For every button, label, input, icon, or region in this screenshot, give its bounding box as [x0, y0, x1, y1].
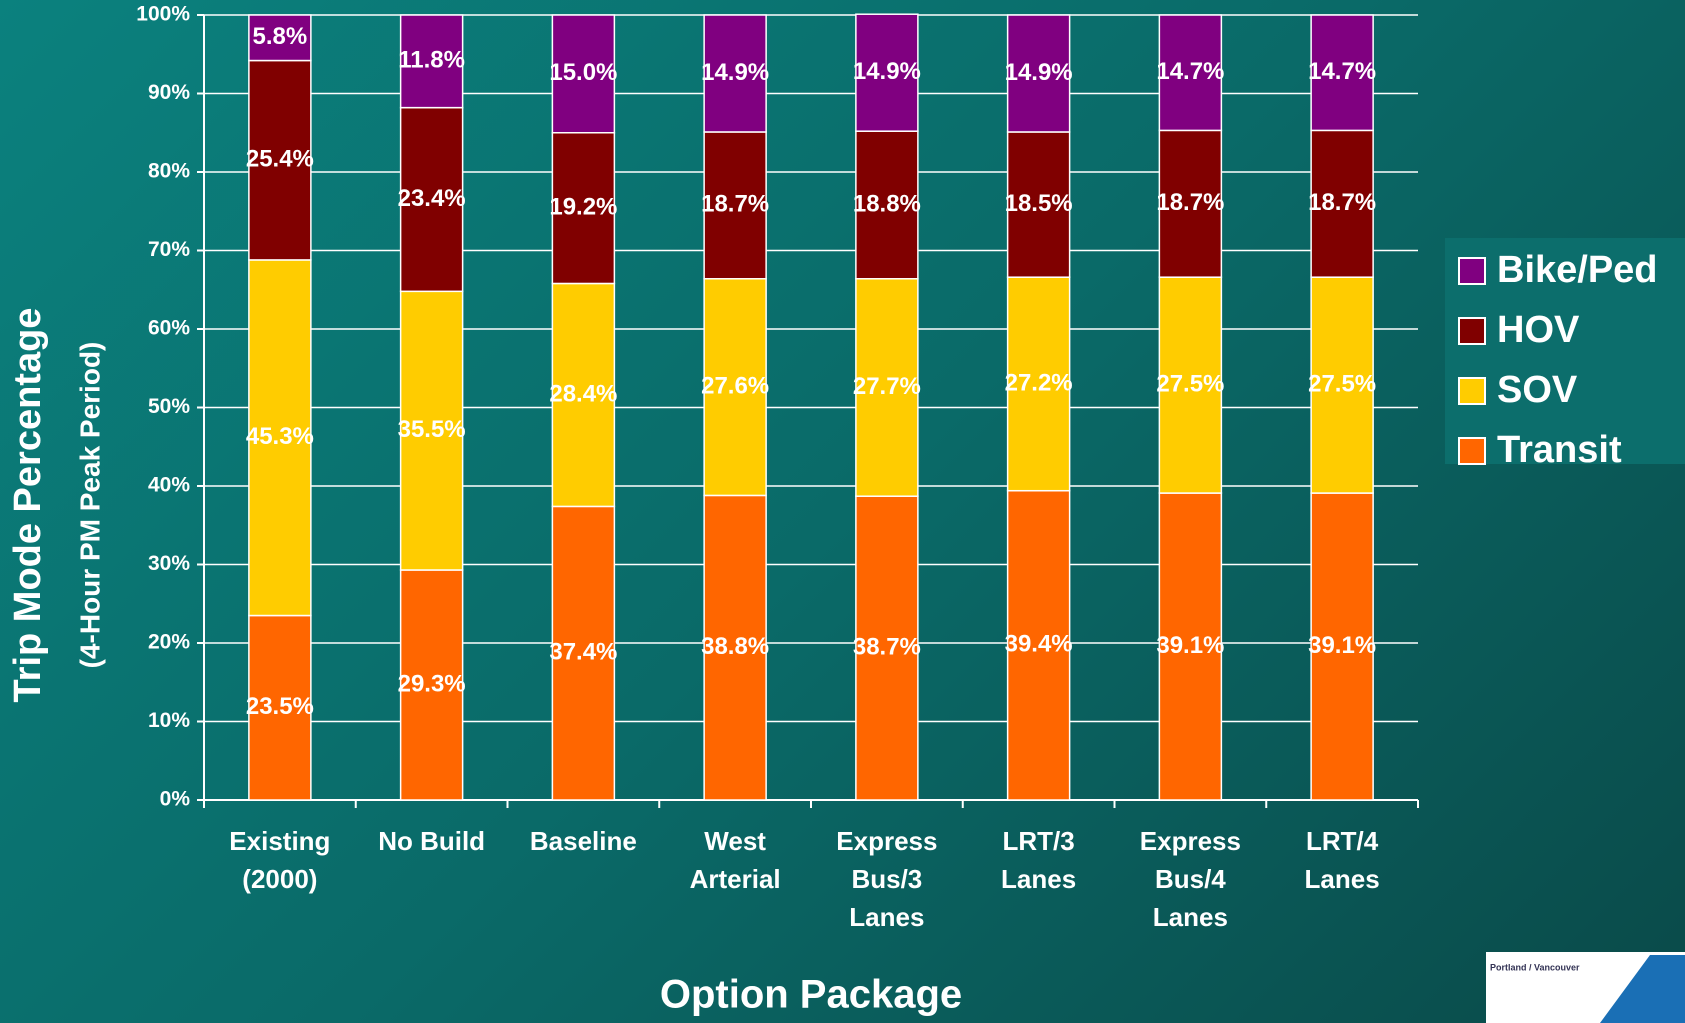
- data-label: 27.2%: [1005, 369, 1073, 396]
- data-label: 39.4%: [1005, 631, 1073, 658]
- x-tick-label: West Arterial: [689, 826, 781, 894]
- data-label: 14.7%: [1308, 58, 1376, 85]
- x-axis-title: Option Package: [660, 973, 962, 1017]
- y-tick-label: 40%: [148, 474, 190, 497]
- x-tick-label: Baseline: [529, 826, 637, 856]
- data-label: 23.4%: [398, 185, 466, 212]
- bar-segment: [1310, 276, 1374, 494]
- y-axis-subtitle: (4-Hour PM Peak Period): [74, 342, 105, 669]
- legend-swatch: [1458, 377, 1486, 405]
- bar-segment: [551, 14, 616, 134]
- bar-segment: [1006, 14, 1071, 133]
- data-label: 27.5%: [1156, 370, 1224, 397]
- bar-segment: [551, 505, 616, 801]
- data-label: 23.5%: [246, 693, 314, 720]
- x-tick-label: No Build: [378, 826, 486, 856]
- data-label: 38.7%: [853, 633, 921, 660]
- data-label: 39.1%: [1308, 632, 1376, 659]
- bar-segment: [399, 569, 464, 801]
- bar-segment: [399, 14, 464, 109]
- bar-segment: [1158, 276, 1223, 494]
- data-label: 18.7%: [701, 191, 769, 218]
- legend-label: SOV: [1497, 369, 1578, 411]
- x-tick-label: Express Bus/3 Lanes: [836, 826, 938, 932]
- legend-swatch: [1458, 257, 1486, 285]
- bar-segment: [703, 14, 767, 133]
- logo-shape: [1600, 955, 1685, 1023]
- y-tick-label: 90%: [148, 81, 190, 104]
- data-label: 18.7%: [1156, 189, 1224, 216]
- data-label: 5.8%: [253, 23, 308, 50]
- legend-label: HOV: [1497, 309, 1580, 351]
- legend-label: Transit: [1497, 429, 1622, 471]
- data-label: 37.4%: [549, 639, 617, 666]
- y-tick-label: 80%: [148, 160, 190, 183]
- bar-segment: [248, 59, 312, 261]
- data-label: 18.8%: [853, 190, 921, 217]
- data-label: 14.9%: [853, 58, 921, 85]
- bar-segment: [1158, 129, 1223, 278]
- data-label: 14.7%: [1156, 58, 1224, 85]
- data-label: 19.2%: [549, 193, 617, 220]
- bar-segment: [551, 132, 616, 285]
- y-tick-label: 30%: [148, 552, 190, 575]
- bar-segment: [1006, 131, 1071, 278]
- y-tick-label: 70%: [148, 238, 190, 261]
- data-label: 15.0%: [549, 59, 617, 86]
- data-label: 35.5%: [398, 416, 466, 443]
- y-tick-label: 10%: [148, 709, 190, 732]
- bar-segment: [399, 290, 464, 571]
- legend-swatch: [1458, 437, 1486, 465]
- x-tick-label: LRT/3 Lanes: [1001, 826, 1077, 894]
- y-tick-label: 50%: [148, 395, 190, 418]
- bar-segment: [1310, 14, 1374, 132]
- x-tick-label: Express Bus/4 Lanes: [1139, 826, 1241, 932]
- bar-segment: [1006, 276, 1071, 492]
- data-label: 28.4%: [549, 380, 617, 407]
- bar-segment: [248, 259, 312, 617]
- x-tick-label: Existing (2000): [229, 826, 331, 894]
- bar-segment: [855, 130, 919, 280]
- x-tick-label: LRT/4 Lanes: [1304, 826, 1380, 894]
- data-label: 18.7%: [1308, 189, 1376, 216]
- bar-segment: [1158, 492, 1223, 801]
- y-tick-label: 60%: [148, 317, 190, 340]
- legend-swatch: [1458, 317, 1486, 345]
- data-label: 11.8%: [398, 47, 465, 74]
- y-axis-title: Trip Mode Percentage: [7, 308, 49, 703]
- legend-label: Bike/Ped: [1497, 249, 1658, 291]
- y-tick-label: 20%: [148, 631, 190, 654]
- bar-segment: [1158, 14, 1223, 132]
- bar-segment: [1310, 492, 1374, 801]
- data-label: 18.5%: [1005, 190, 1073, 217]
- bar-segment: [248, 614, 312, 801]
- data-label: 27.6%: [701, 372, 769, 399]
- bar-segment: [855, 13, 919, 132]
- data-label: 14.9%: [1005, 59, 1073, 86]
- bar-segment: [703, 494, 767, 801]
- bar-segment: [703, 131, 767, 280]
- data-label: 27.7%: [853, 373, 921, 400]
- data-label: 14.9%: [701, 59, 769, 86]
- y-tick-label: 100%: [136, 3, 190, 26]
- data-label: 27.5%: [1308, 370, 1376, 397]
- bar-segment: [855, 495, 919, 801]
- data-label: 38.8%: [701, 633, 769, 660]
- bar-segment: [248, 14, 312, 62]
- data-label: 25.4%: [246, 146, 314, 173]
- data-label: 39.1%: [1156, 632, 1224, 659]
- bar-segment: [1006, 489, 1071, 801]
- data-label: 45.3%: [246, 423, 314, 450]
- logo-text: Portland / Vancouver: [1490, 962, 1580, 972]
- bar-segment: [551, 282, 616, 508]
- bar-segment: [703, 278, 767, 497]
- data-label: 29.3%: [398, 670, 466, 697]
- y-tick-label: 0%: [160, 788, 191, 811]
